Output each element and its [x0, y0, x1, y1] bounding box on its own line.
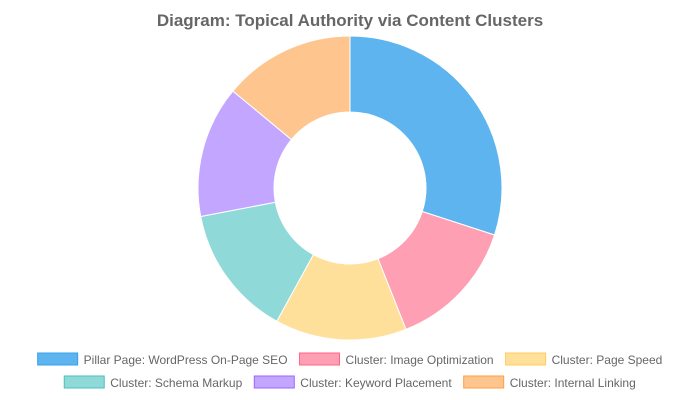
doughnut-slices — [197, 35, 503, 341]
legend-item-cluster-image-optimization[interactable]: Cluster: Image Optimization — [299, 352, 494, 367]
legend-label: Pillar Page: WordPress On-Page SEO — [84, 353, 288, 367]
legend-label: Cluster: Keyword Placement — [300, 376, 452, 390]
legend-swatch — [63, 375, 105, 389]
legend-item-cluster-internal-linking[interactable]: Cluster: Internal Linking — [463, 375, 636, 390]
legend-label: Cluster: Image Optimization — [346, 353, 494, 367]
legend-swatch — [299, 352, 341, 366]
legend-swatch — [505, 352, 547, 366]
legend-swatch — [37, 352, 79, 366]
legend-item-cluster-schema-markup[interactable]: Cluster: Schema Markup — [63, 375, 243, 390]
slice-pillar-page-wordpress-on-page-seo[interactable] — [349, 35, 503, 236]
legend-swatch — [463, 375, 505, 389]
legend-label: Cluster: Schema Markup — [110, 376, 242, 390]
legend-swatch — [253, 375, 295, 389]
legend-item-pillar-page-wordpress-on-page-seo[interactable]: Pillar Page: WordPress On-Page SEO — [37, 352, 288, 367]
slice-cluster-internal-linking[interactable] — [232, 35, 351, 141]
legend-item-cluster-keyword-placement[interactable]: Cluster: Keyword Placement — [253, 375, 452, 390]
legend-item-cluster-page-speed[interactable]: Cluster: Page Speed — [505, 352, 663, 367]
chart-title: Diagram: Topical Authority via Content C… — [157, 11, 543, 30]
legend-label: Cluster: Page Speed — [552, 353, 663, 367]
chart-legend: Pillar Page: WordPress On-Page SEO Cluste… — [37, 352, 663, 390]
legend-label: Cluster: Internal Linking — [510, 376, 636, 390]
